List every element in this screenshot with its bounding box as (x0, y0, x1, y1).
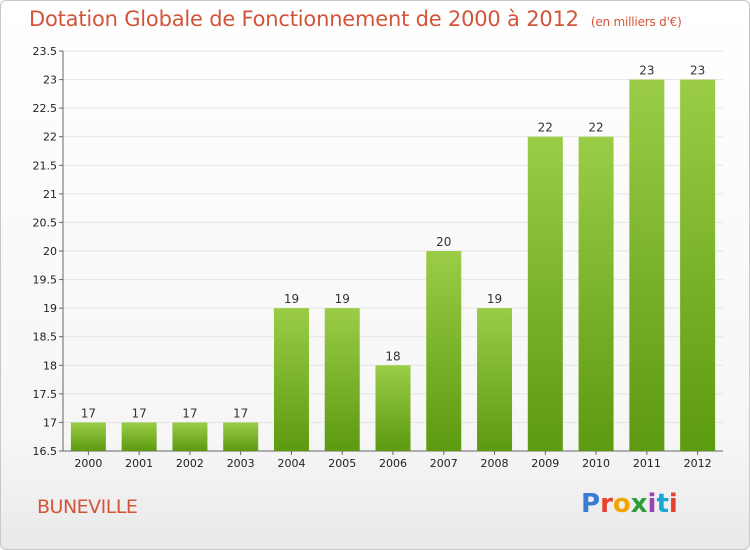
data-labels: 17 17 17 17 19 19 18 20 19 22 22 23 23 (81, 64, 706, 421)
bar (273, 308, 309, 451)
x-tick-label: 2001 (125, 457, 153, 470)
logo-letter: i (647, 489, 657, 519)
y-tick-label: 21 (43, 188, 57, 201)
bar (527, 136, 563, 451)
y-tick-label: 22.5 (33, 102, 58, 115)
bar (70, 422, 106, 451)
data-label: 17 (81, 406, 96, 420)
x-tick-label: 2000 (74, 457, 102, 470)
x-tick-label: 2010 (582, 457, 610, 470)
data-label: 22 (538, 121, 553, 135)
y-tick-label: 18 (43, 359, 57, 372)
bar (375, 365, 411, 451)
data-label: 19 (487, 292, 502, 306)
data-label: 18 (385, 349, 400, 363)
bar (426, 251, 462, 451)
chart-title: Dotation Globale de Fonctionnement de 20… (29, 7, 682, 31)
data-label: 17 (182, 406, 197, 420)
logo-letter: o (612, 489, 631, 519)
bar (324, 308, 360, 451)
bar (680, 79, 716, 452)
proxiti-logo: Proxiti (581, 489, 678, 519)
x-tick-label: 2005 (328, 457, 356, 470)
y-tick-label: 19.5 (33, 274, 58, 287)
logo-letter: r (600, 489, 613, 519)
chart-subtitle: (en milliers d'€) (590, 15, 682, 29)
y-tick-labels: 16.5 17 17.5 18 18.5 19 19.5 20 20.5 21 21.5 22 22.5… (33, 45, 58, 458)
x-tick-label: 2011 (633, 457, 661, 470)
y-tick-label: 23 (43, 74, 57, 87)
logo-letter: t (656, 489, 669, 519)
y-tick-label: 21.5 (33, 159, 58, 172)
x-tick-label: 2006 (379, 457, 407, 470)
bar (223, 422, 259, 451)
y-tick-label: 19 (43, 302, 57, 315)
data-label: 20 (436, 235, 451, 249)
data-label: 23 (639, 64, 654, 78)
x-tick-label: 2012 (684, 457, 712, 470)
x-tick-label: 2007 (430, 457, 458, 470)
y-tick-label: 20.5 (33, 216, 58, 229)
y-tick-label: 23.5 (33, 45, 58, 58)
bars (70, 79, 716, 452)
commune-name: BUNEVILLE (37, 496, 138, 518)
chart-title-text: Dotation Globale de Fonctionnement de 20… (29, 7, 579, 31)
bar (578, 136, 614, 451)
y-tick-label: 22 (43, 131, 57, 144)
bar (477, 308, 513, 451)
x-tick-label: 2004 (277, 457, 305, 470)
y-tick-label: 20 (43, 245, 57, 258)
data-label: 22 (588, 121, 603, 135)
x-tick-labels: 2000 2001 2002 2003 2004 2005 2006 2007 2008 2009… (74, 457, 711, 470)
data-label: 17 (132, 406, 147, 420)
y-tick-label: 17.5 (33, 388, 58, 401)
bar (629, 79, 665, 452)
x-tick-label: 2003 (227, 457, 255, 470)
data-label: 19 (335, 292, 350, 306)
bar (121, 422, 157, 451)
data-label: 23 (690, 64, 705, 78)
x-tick-label: 2009 (531, 457, 559, 470)
y-tick-label: 16.5 (33, 445, 58, 458)
data-label: 17 (233, 406, 248, 420)
y-tick-label: 17 (43, 416, 57, 429)
bar (172, 422, 208, 451)
data-label: 19 (284, 292, 299, 306)
logo-letter: x (630, 489, 648, 519)
logo-letter: P (581, 489, 601, 519)
logo-letter: i (668, 489, 678, 519)
y-tick-label: 18.5 (33, 331, 58, 344)
x-tick-label: 2002 (176, 457, 204, 470)
x-tick-label: 2008 (481, 457, 509, 470)
